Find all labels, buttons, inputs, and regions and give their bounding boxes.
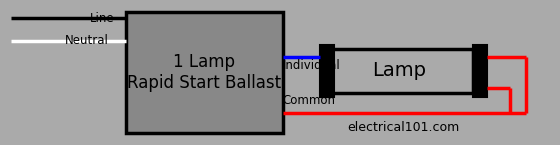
Text: electrical101.com: electrical101.com [347,121,459,134]
Bar [126,12,283,133]
Text: Lamp: Lamp [372,61,426,80]
Bar [322,49,473,93]
Text: Neutral: Neutral [66,34,109,47]
Bar [320,45,334,97]
Text: Line: Line [90,12,115,25]
Text: Individual: Individual [283,59,340,72]
Bar [473,45,487,97]
Text: 1 Lamp
Rapid Start Ballast: 1 Lamp Rapid Start Ballast [127,53,282,92]
Text: Common: Common [283,94,336,107]
